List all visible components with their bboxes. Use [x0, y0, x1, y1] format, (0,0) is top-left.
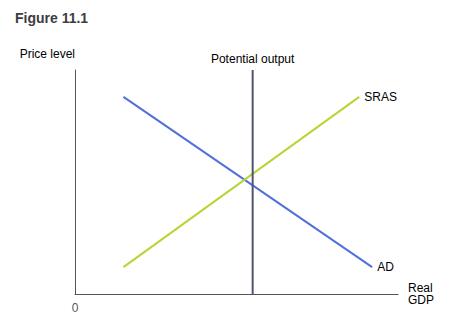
svg-text:SRAS: SRAS	[364, 90, 397, 104]
svg-text:GDP: GDP	[408, 293, 434, 307]
svg-text:Real: Real	[408, 281, 433, 295]
svg-text:Potential output: Potential output	[211, 52, 295, 66]
svg-text:AD: AD	[377, 260, 394, 274]
svg-text:Price level: Price level	[20, 47, 75, 61]
svg-text:Figure 11.1: Figure 11.1	[15, 10, 88, 26]
svg-text:0: 0	[72, 301, 79, 315]
